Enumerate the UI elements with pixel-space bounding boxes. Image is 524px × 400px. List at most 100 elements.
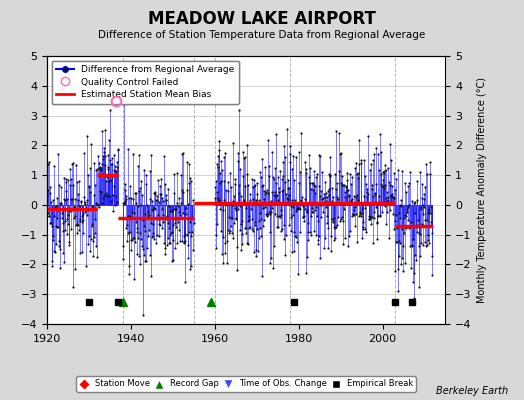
Point xyxy=(129,275,138,282)
Point xyxy=(175,208,183,215)
Point xyxy=(132,218,140,225)
Point xyxy=(383,198,391,204)
Point xyxy=(357,156,365,163)
Text: Berkeley Earth: Berkeley Earth xyxy=(436,386,508,396)
Point xyxy=(164,186,172,192)
Point xyxy=(342,184,351,190)
Point xyxy=(367,186,376,192)
Point xyxy=(184,200,192,207)
Point xyxy=(285,185,293,191)
Point xyxy=(60,196,69,203)
Point xyxy=(301,158,310,165)
Point xyxy=(381,181,389,188)
Point xyxy=(413,229,422,236)
Point xyxy=(417,206,425,212)
Point xyxy=(339,241,347,247)
Point xyxy=(58,250,67,256)
Point xyxy=(395,253,403,259)
Point xyxy=(360,157,368,164)
Point xyxy=(278,226,287,232)
Point xyxy=(406,224,414,230)
Point xyxy=(243,142,252,148)
Point xyxy=(248,184,257,190)
Point xyxy=(247,206,255,212)
Point xyxy=(396,215,404,222)
Point xyxy=(389,211,397,217)
Point xyxy=(231,205,239,212)
Point xyxy=(318,169,326,176)
Point xyxy=(83,212,91,218)
Point xyxy=(219,207,227,213)
Point xyxy=(163,235,172,242)
Point xyxy=(98,200,106,207)
Point xyxy=(270,176,278,182)
Point xyxy=(113,158,122,165)
Point xyxy=(347,198,355,204)
Point xyxy=(418,195,426,201)
Point xyxy=(141,211,149,218)
Point xyxy=(45,213,53,220)
Point xyxy=(277,212,286,218)
Point xyxy=(179,189,187,196)
Point xyxy=(354,170,363,176)
Point xyxy=(119,200,127,206)
Point xyxy=(143,244,151,251)
Point xyxy=(384,198,392,204)
Point xyxy=(292,208,300,214)
Point xyxy=(428,230,436,236)
Point xyxy=(237,221,246,228)
Point xyxy=(219,234,227,240)
Point xyxy=(185,266,194,272)
Point xyxy=(213,221,222,227)
Point xyxy=(279,158,287,165)
Point xyxy=(304,220,312,226)
Point xyxy=(379,169,387,175)
Point xyxy=(101,127,110,133)
Point xyxy=(233,244,242,250)
Point xyxy=(160,240,168,246)
Point xyxy=(124,213,132,219)
Point xyxy=(364,191,372,197)
Point xyxy=(396,202,404,208)
Point xyxy=(216,180,225,186)
Point xyxy=(399,224,408,230)
Point xyxy=(336,151,344,158)
Point xyxy=(79,211,88,217)
Point xyxy=(126,247,135,254)
Point xyxy=(375,199,383,206)
Point xyxy=(264,190,272,196)
Point xyxy=(334,130,343,136)
Point xyxy=(272,191,281,198)
Point xyxy=(181,238,190,244)
Point xyxy=(276,207,285,213)
Point xyxy=(257,232,266,239)
Point xyxy=(80,201,89,207)
Point xyxy=(131,239,139,245)
Point xyxy=(409,279,417,285)
Point xyxy=(152,232,161,238)
Point xyxy=(385,235,393,242)
Point xyxy=(178,151,186,157)
Point xyxy=(126,213,135,220)
Point xyxy=(282,190,290,197)
Point xyxy=(263,187,271,193)
Point xyxy=(354,196,362,203)
Point xyxy=(142,258,150,264)
Point xyxy=(377,149,386,156)
Point xyxy=(297,198,305,205)
Point xyxy=(325,192,334,198)
Point xyxy=(253,191,261,197)
Point xyxy=(105,107,114,114)
Point xyxy=(119,243,127,250)
Point xyxy=(288,249,297,256)
Point xyxy=(321,179,329,185)
Point xyxy=(227,222,235,229)
Point xyxy=(350,193,358,199)
Point xyxy=(382,221,390,227)
Point xyxy=(48,223,57,229)
Point xyxy=(412,178,421,184)
Point xyxy=(255,224,264,231)
Point xyxy=(303,208,311,214)
Point xyxy=(74,203,83,210)
Point xyxy=(372,204,380,210)
